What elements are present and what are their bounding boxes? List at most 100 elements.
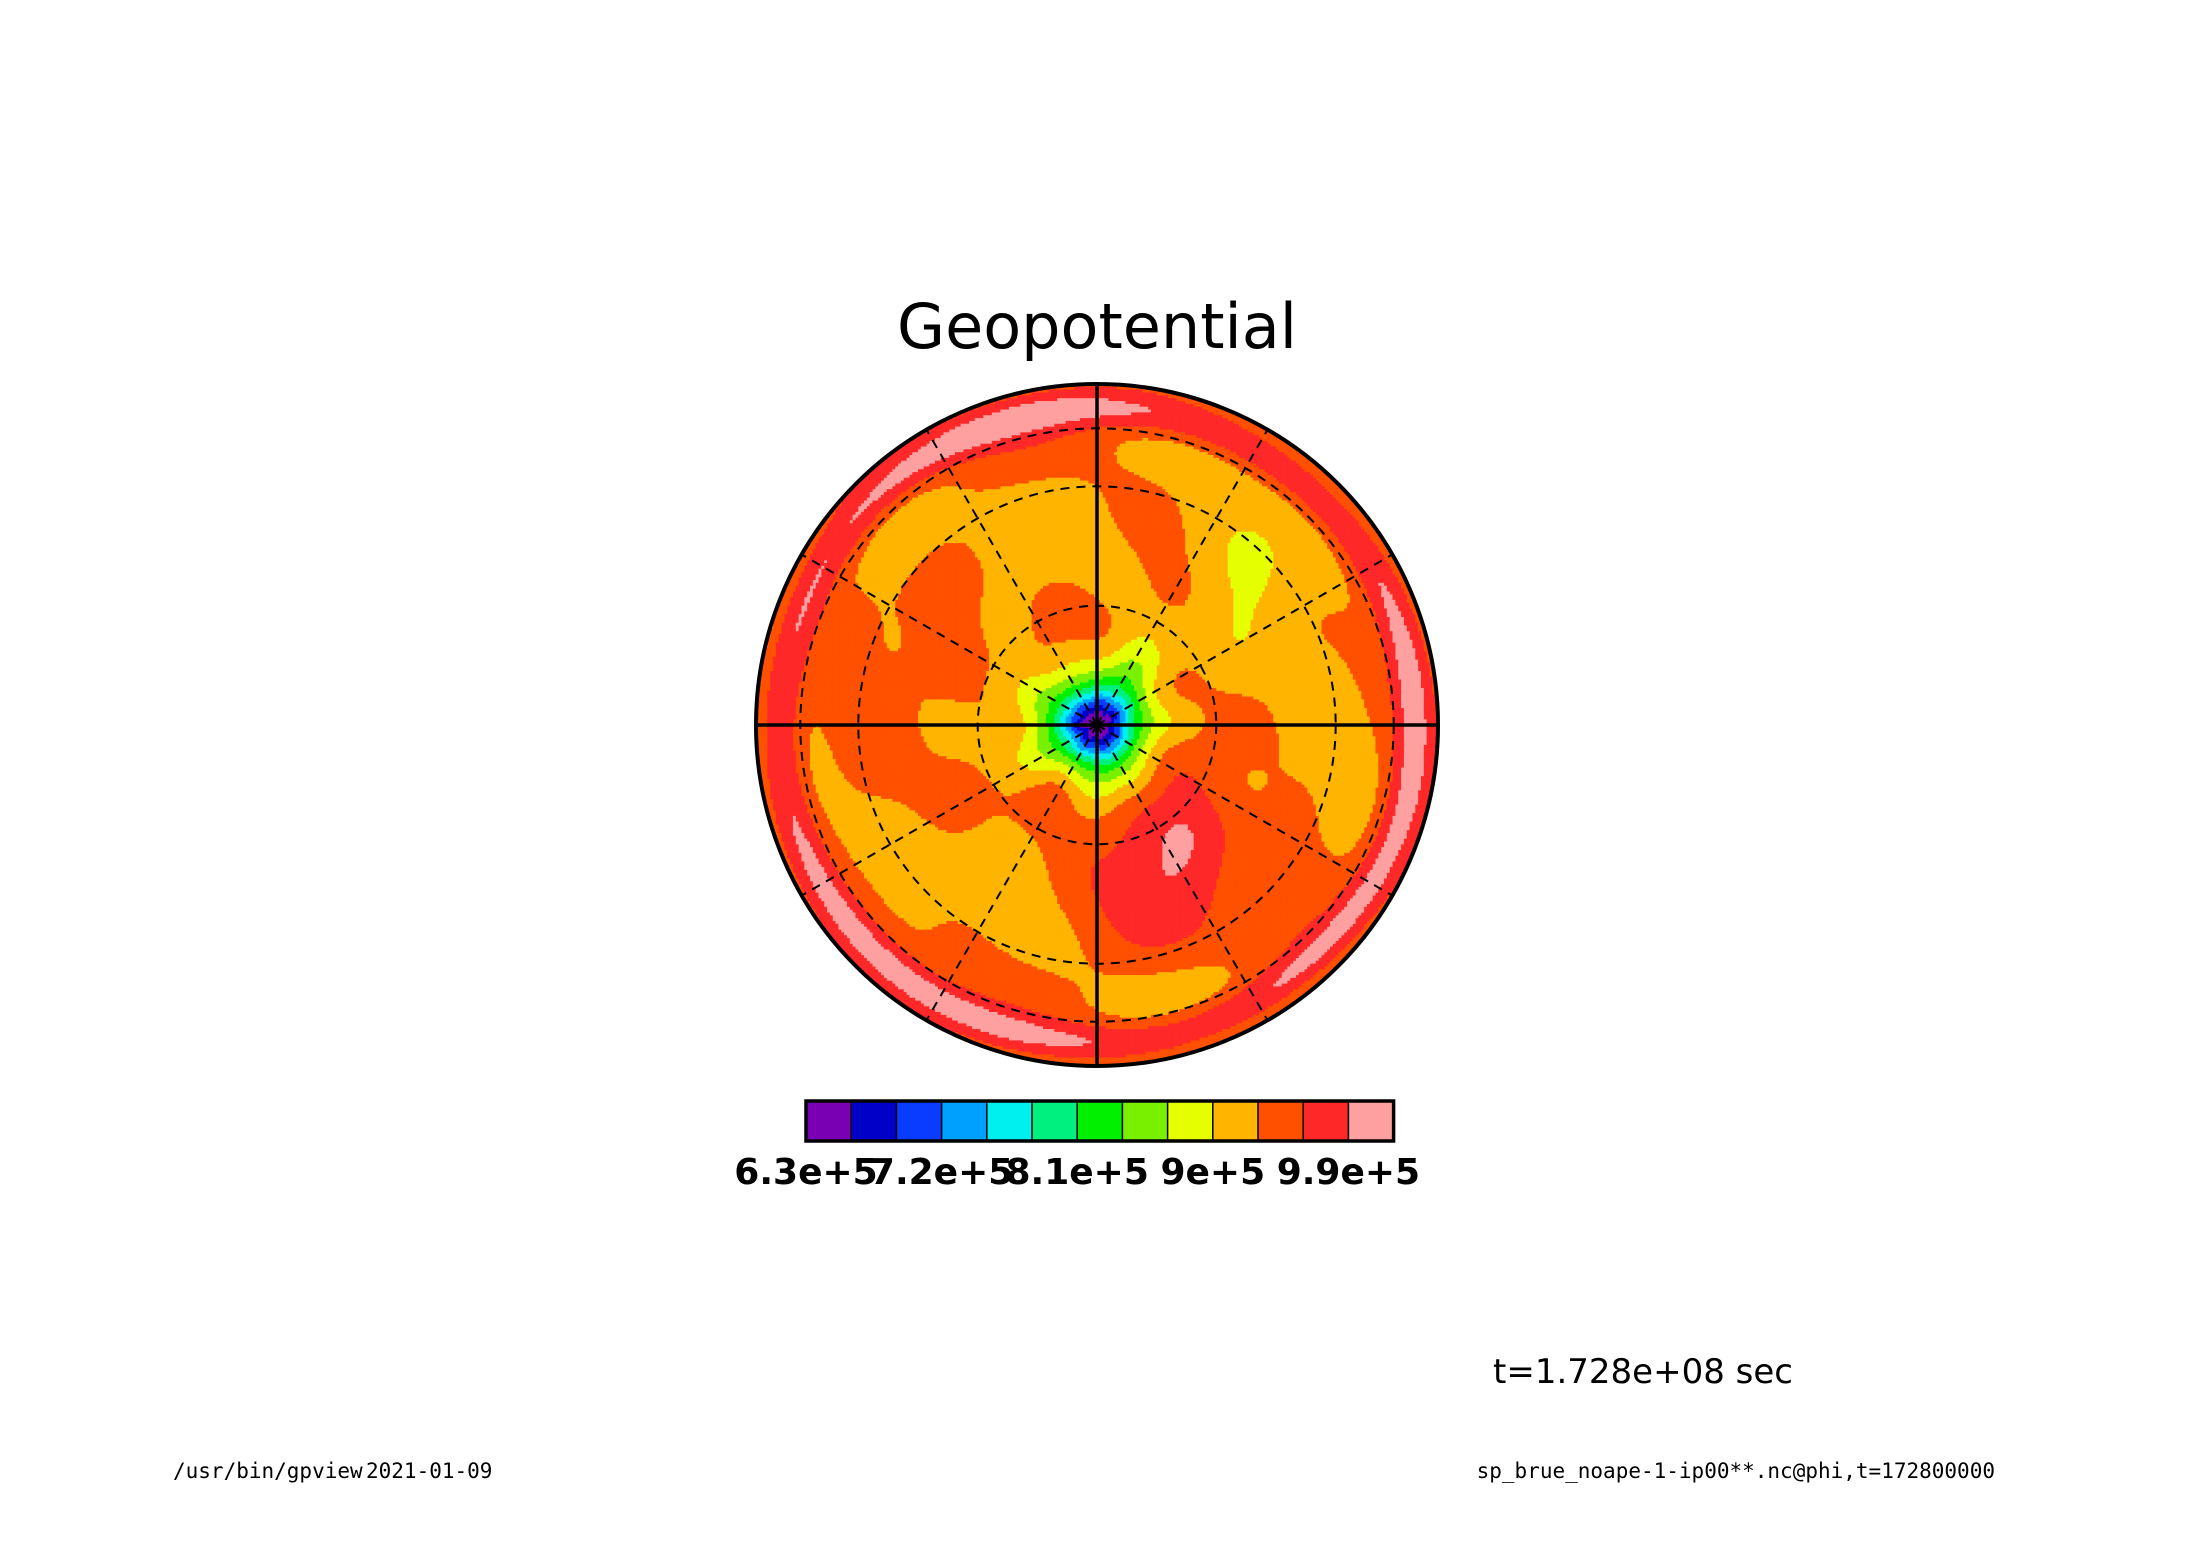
contour-cell [926,472,930,476]
contour-cell [937,449,942,453]
contour-cell [1071,418,1075,422]
contour-cell [1165,435,1169,439]
contour-cell [1105,386,1109,391]
contour-cell [923,435,927,439]
contour-cell [929,469,933,473]
contour-cell [1236,420,1240,425]
contour-cell [1145,398,1149,402]
contour-cell [1071,426,1075,430]
contour-cell [1256,440,1260,445]
contour-cell [1034,472,1038,476]
contour-cell [1108,452,1112,456]
contour-cell [980,463,984,467]
contour-cell [1150,398,1155,402]
contour-cell [1310,472,1314,476]
contour-cell [1207,423,1212,427]
contour-cell [1133,440,1138,445]
contour-cell [895,472,899,476]
contour-cell [1136,412,1140,416]
contour-cell [1168,401,1172,405]
contour-cell [915,491,919,496]
contour-cell [1267,472,1271,476]
contour-cell [960,432,964,436]
contour-cell [1176,418,1180,422]
contour-cell [1062,420,1067,425]
contour-cell [1193,426,1197,430]
contour-cell [1301,486,1305,490]
contour-cell [957,437,961,442]
contour-cell [1253,466,1257,470]
contour-cell [1079,455,1084,459]
contour-cell [1057,437,1061,442]
contour-cell [900,486,905,490]
contour-cell [1116,386,1121,391]
contour-cell [915,483,919,487]
contour-cell [1207,420,1212,425]
contour-cell [980,466,984,470]
contour-cell [883,489,888,493]
contour-cell [966,489,970,493]
contour-cell [866,474,871,479]
contour-cell [929,437,933,442]
contour-cell [1142,474,1146,479]
contour-cell [1102,386,1106,391]
contour-cell [1261,435,1266,439]
contour-cell [1321,477,1325,481]
contour-cell [1145,412,1149,416]
contour-cell [1116,403,1121,408]
contour-cell [960,446,964,450]
contour-cell [1131,440,1135,445]
contour-cell [1142,457,1146,462]
contour-cell [1148,412,1152,416]
contour-cell [878,486,882,490]
contour-cell [977,455,981,459]
contour-cell [1258,455,1263,459]
contour-cell [1156,423,1160,427]
contour-cell [1241,452,1246,456]
contour-cell [1196,426,1200,430]
contour-cell [895,489,899,493]
contour-cell [1057,446,1061,450]
contour-cell [917,460,922,464]
contour-cell [1276,452,1280,456]
contour-cell [1281,486,1285,490]
contour-cell [946,477,950,481]
contour-cell [1196,429,1200,433]
contour-cell [1153,415,1158,419]
contour-cell [1150,460,1155,464]
contour-cell [1270,455,1274,459]
contour-cell [1000,423,1004,427]
contour-cell [1034,418,1038,422]
contour-cell [1045,491,1050,496]
contour-cell [1293,457,1297,462]
contour-cell [1045,480,1050,484]
contour-cell [1170,403,1175,408]
contour-cell [886,494,890,499]
contour-cell [903,486,907,490]
contour-cell [1182,412,1186,416]
contour-cell [949,437,953,442]
contour-cell [1034,426,1038,430]
contour-cell [929,460,933,464]
contour-cell [1122,486,1126,490]
contour-cell [1187,474,1192,479]
contour-cell [1122,466,1126,470]
contour-cell [1190,401,1194,405]
contour-cell [980,469,984,473]
contour-cell [1025,474,1030,479]
contour-cell [1054,437,1058,442]
contour-cell [895,460,899,464]
contour-cell [1139,409,1143,413]
contour-cell [977,432,981,436]
contour-cell [1023,486,1027,490]
contour-cell [1196,418,1200,422]
contour-cell [1204,423,1209,427]
contour-cell [1023,429,1027,433]
contour-cell [1006,474,1010,479]
contour-cell [1241,480,1246,484]
contour-cell [946,463,950,467]
contour-cell [1310,469,1314,473]
contour-cell [1173,446,1177,450]
contour-cell [943,420,947,425]
contour-cell [886,466,890,470]
